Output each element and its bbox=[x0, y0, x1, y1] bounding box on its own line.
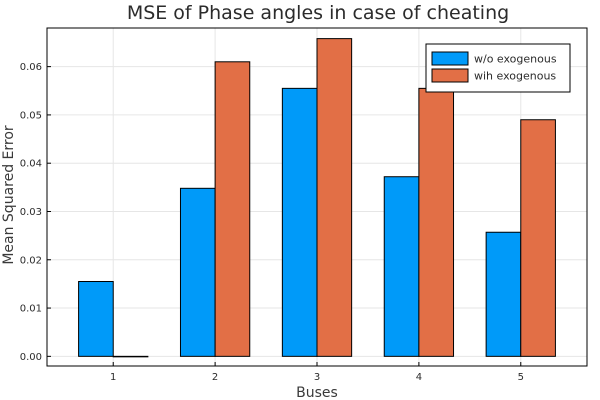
bars bbox=[78, 38, 556, 358]
legend-label: wih exogenous bbox=[474, 70, 556, 83]
y-tick-label: 0.04 bbox=[20, 159, 42, 170]
y-axis-label: Mean Squared Error bbox=[1, 125, 17, 265]
y-tick-label: 0.00 bbox=[20, 352, 42, 363]
y-tick-label: 0.03 bbox=[20, 207, 42, 218]
axis-ticks: 0.00 0.01 0.02 0.03 0.04 0.05 0.06 1 2 3 4 5 bbox=[20, 62, 524, 383]
y-tick-label: 0.01 bbox=[20, 304, 42, 315]
bar-series-2-bus-3 bbox=[316, 38, 353, 357]
x-tick-label: 4 bbox=[416, 372, 422, 383]
x-axis-label: Buses bbox=[296, 385, 338, 400]
chart-title: MSE of Phase angles in case of cheating bbox=[127, 2, 509, 24]
x-tick-label: 2 bbox=[212, 372, 218, 383]
legend-swatch bbox=[431, 51, 469, 66]
bar-series-2-bus-5 bbox=[520, 119, 556, 357]
legend-box bbox=[425, 43, 571, 93]
x-tick-label: 1 bbox=[110, 372, 116, 383]
bar-series-2-bus-4 bbox=[418, 87, 455, 357]
bar-series-1-bus-4 bbox=[383, 176, 420, 357]
y-tick-label: 0.05 bbox=[20, 110, 42, 121]
y-tick-label: 0.06 bbox=[20, 62, 42, 73]
bar-series-1-bus-2 bbox=[179, 187, 216, 357]
legend-swatch bbox=[431, 68, 469, 83]
legend-label: w/o exogenous bbox=[474, 53, 557, 66]
bar-series-1-bus-3 bbox=[281, 87, 318, 357]
legend: w/o exogenous wih exogenous bbox=[425, 43, 571, 93]
bar-series-2-bus-1 bbox=[112, 355, 149, 358]
bar-series-1-bus-5 bbox=[485, 231, 522, 357]
bar-series-1-bus-1 bbox=[78, 281, 114, 357]
bar-series-2-bus-2 bbox=[214, 61, 251, 357]
y-tick-label: 0.02 bbox=[20, 255, 42, 266]
x-tick-label: 3 bbox=[314, 372, 320, 383]
x-tick-label: 5 bbox=[518, 372, 524, 383]
